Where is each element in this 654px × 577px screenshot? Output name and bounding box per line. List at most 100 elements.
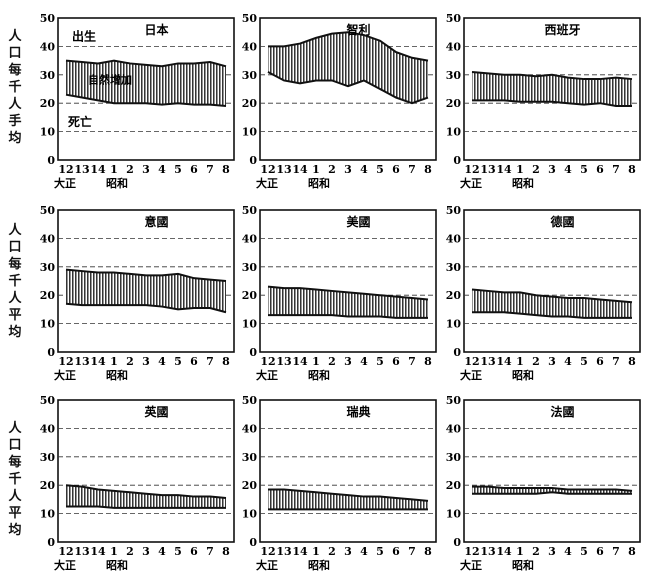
chart-4-x-tick-label: 1 bbox=[110, 355, 118, 368]
chart-6-title: 德國 bbox=[551, 214, 575, 229]
chart-7-x-tick-label: 5 bbox=[174, 545, 182, 558]
chart-8-x-tick-label: 3 bbox=[344, 545, 352, 558]
chart-2-era-label-showa: 昭和 bbox=[308, 176, 330, 190]
chart-1-y-tick-label: 40 bbox=[40, 40, 56, 53]
chart-7-x-tick-label: 1 bbox=[110, 545, 118, 558]
chart-5-y-tick-label: 10 bbox=[242, 318, 258, 331]
chart-6-y-tick-label: 40 bbox=[446, 232, 462, 245]
chart-8-x-tick-label: 2 bbox=[328, 545, 336, 558]
chart-3-x-tick-label: 2 bbox=[532, 163, 540, 176]
chart-6-series-2-line bbox=[472, 311, 632, 319]
chart-8-x-tick-label: 1 bbox=[312, 545, 320, 558]
chart-3-x-tick-label: 8 bbox=[628, 163, 636, 176]
chart-1-y-tick-label: 10 bbox=[40, 126, 56, 139]
chart-5-series-1-line bbox=[267, 285, 429, 301]
chart-1-x-tick-label: 5 bbox=[174, 163, 182, 176]
chart-7-frame bbox=[57, 399, 235, 543]
chart-6-x-tick-label: 3 bbox=[548, 355, 556, 368]
chart-2-x-tick-label: 6 bbox=[392, 163, 400, 176]
chart-2-y-tick-label: 30 bbox=[242, 69, 258, 82]
chart-7-x-tick-label: 4 bbox=[158, 545, 166, 558]
chart-5-x-tick-label: 7 bbox=[408, 355, 416, 368]
chart-8-era-label-showa: 昭和 bbox=[308, 558, 330, 572]
chart-1-frame bbox=[57, 17, 235, 161]
chart-9-era-label-showa: 昭和 bbox=[512, 558, 534, 572]
chart-3-x-tick-label: 4 bbox=[564, 163, 572, 176]
chart-8-x-tick-label: 4 bbox=[360, 545, 368, 558]
chart-9-x-tick-label: 5 bbox=[580, 545, 588, 558]
chart-9-x-tick-label: 3 bbox=[548, 545, 556, 558]
chart-4-x-tick-label: 7 bbox=[206, 355, 214, 368]
chart-2-x-tick-label: 4 bbox=[360, 163, 368, 176]
chart-6-x-tick-label: 2 bbox=[532, 355, 540, 368]
chart-8-frame bbox=[259, 399, 437, 543]
chart-4-y-tick-label: 30 bbox=[40, 261, 56, 274]
chart-7-x-tick-label: 6 bbox=[190, 545, 198, 558]
chart-2-x-tick-label: 3 bbox=[344, 163, 352, 176]
chart-6-x-tick-label: 8 bbox=[628, 355, 636, 368]
chart-5-x-tick-label: 12 bbox=[260, 355, 275, 368]
chart-8-x-tick-label: 14 bbox=[292, 545, 308, 558]
chart-8-series-1-line bbox=[268, 488, 429, 502]
chart-5-x-tick-label: 1 bbox=[312, 355, 320, 368]
chart-1-y-tick-label: 20 bbox=[40, 97, 56, 110]
chart-6-x-tick-label: 13 bbox=[480, 355, 495, 368]
chart-9-y-tick-label: 20 bbox=[446, 479, 462, 492]
row-ylabel-1: 人口每千人手均 bbox=[8, 29, 22, 146]
chart-4-x-tick-label: 12 bbox=[58, 355, 73, 368]
chart-1-annotation-death: 死亡 bbox=[68, 114, 92, 129]
chart-1-y-tick-label: 50 bbox=[40, 12, 56, 25]
chart-6-x-tick-label: 14 bbox=[496, 355, 512, 368]
chart-1-title: 日本 bbox=[145, 22, 169, 37]
chart-8-era-label-taisho: 大正 bbox=[256, 558, 278, 572]
chart-1-x-tick-label: 6 bbox=[190, 163, 198, 176]
chart-2-x-tick-label: 13 bbox=[276, 163, 291, 176]
chart-2-series-1-line bbox=[268, 31, 429, 62]
chart-6-band bbox=[472, 289, 632, 318]
chart-6-series-1-line bbox=[471, 288, 633, 304]
chart-7-era-label-taisho: 大正 bbox=[54, 558, 76, 572]
chart-7-y-tick-label: 40 bbox=[40, 422, 56, 435]
chart-8-y-tick-label: 20 bbox=[242, 479, 258, 492]
chart-2-series-2-line bbox=[267, 71, 429, 105]
chart-5-series-2-line bbox=[268, 314, 428, 319]
chart-9-era-label-taisho: 大正 bbox=[460, 558, 482, 572]
chart-1-annotation-increase: 自然增加 bbox=[88, 72, 132, 86]
chart-6-x-tick-label: 12 bbox=[464, 355, 479, 368]
chart-4-x-tick-label: 6 bbox=[190, 355, 198, 368]
chart-8-y-tick-label: 40 bbox=[242, 422, 258, 435]
chart-1-x-tick-label: 12 bbox=[58, 163, 73, 176]
chart-5-x-tick-label: 6 bbox=[392, 355, 400, 368]
chart-9-x-tick-label: 2 bbox=[532, 545, 540, 558]
chart-4-x-tick-label: 3 bbox=[142, 355, 150, 368]
chart-9-x-tick-label: 6 bbox=[596, 545, 604, 558]
chart-3-x-tick-label: 12 bbox=[464, 163, 479, 176]
chart-9-y-tick-label: 40 bbox=[446, 422, 462, 435]
chart-2-x-tick-label: 1 bbox=[312, 163, 320, 176]
chart-7-x-tick-label: 2 bbox=[126, 545, 134, 558]
chart-5-x-tick-label: 8 bbox=[424, 355, 432, 368]
chart-2-x-tick-label: 2 bbox=[328, 163, 336, 176]
chart-4-era-label-showa: 昭和 bbox=[106, 368, 128, 382]
chart-8-title: 瑞典 bbox=[347, 404, 371, 419]
chart-2-y-tick-label: 0 bbox=[249, 154, 257, 167]
chart-1-band bbox=[66, 60, 226, 107]
chart-4-y-tick-label: 50 bbox=[40, 204, 56, 217]
chart-5-title: 美國 bbox=[347, 214, 371, 229]
chart-6-era-label-showa: 昭和 bbox=[512, 368, 534, 382]
chart-3-era-label-taisho: 大正 bbox=[460, 176, 482, 190]
chart-7-series-2-line bbox=[66, 505, 226, 509]
chart-4-series-2-line bbox=[65, 302, 227, 314]
chart-1-x-tick-label: 14 bbox=[90, 163, 106, 176]
chart-4-y-tick-label: 20 bbox=[40, 289, 56, 302]
chart-2-title: 智利 bbox=[346, 22, 371, 37]
chart-1-x-tick-label: 3 bbox=[142, 163, 150, 176]
chart-3-x-tick-label: 14 bbox=[496, 163, 512, 176]
chart-6-y-tick-label: 30 bbox=[446, 261, 462, 274]
chart-7-x-tick-label: 7 bbox=[206, 545, 214, 558]
chart-7-y-tick-label: 20 bbox=[40, 479, 56, 492]
chart-5-era-label-showa: 昭和 bbox=[308, 368, 330, 382]
chart-3-series-1-line bbox=[471, 70, 633, 81]
chart-1-y-tick-label: 0 bbox=[47, 154, 55, 167]
